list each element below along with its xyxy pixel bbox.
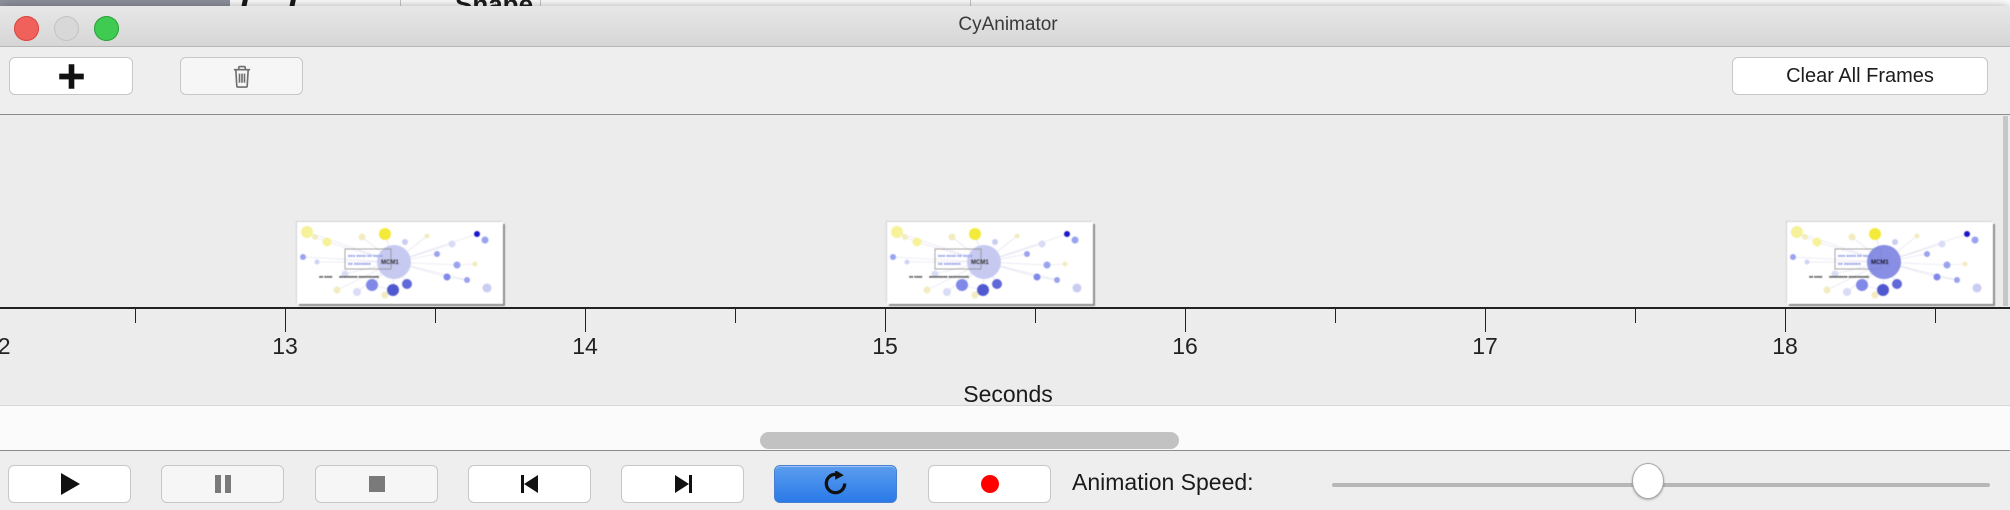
svg-text:MCM1: MCM1 [1871,260,1889,266]
